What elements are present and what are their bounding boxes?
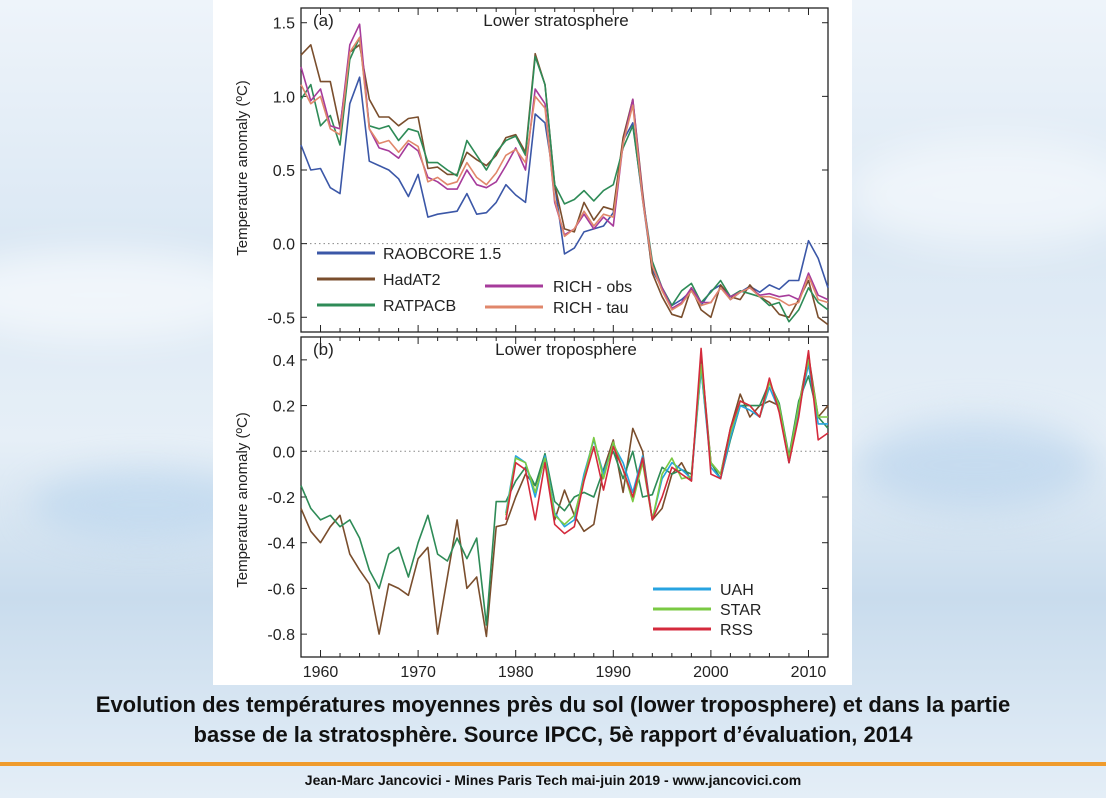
slide-caption: Evolution des températures moyennes près… bbox=[0, 690, 1106, 750]
panel-b-series-uah bbox=[505, 363, 828, 528]
panel-b-series-hadat2 bbox=[300, 354, 829, 638]
panel-a-legend-label-raobcore-1-5: RAOBCORE 1.5 bbox=[383, 246, 501, 263]
panel-b-series-rss bbox=[505, 347, 829, 535]
panel-b-x-tick-label: 2000 bbox=[693, 664, 729, 681]
panel-a-legend-label-hadat2: HadAT2 bbox=[383, 272, 441, 289]
panel-a-series-raobcore-1-5 bbox=[300, 76, 829, 307]
panel-b-x-tick-label: 1970 bbox=[400, 664, 436, 681]
panel-b-legend-label-uah: UAH bbox=[720, 582, 754, 599]
panel-a-y-tick-label: 1.5 bbox=[273, 16, 295, 33]
panel-a-legend-label-rich-obs: RICH - obs bbox=[553, 279, 632, 296]
panel-a-series-ratpacb bbox=[300, 36, 829, 323]
panel-b-y-tick-label: 0.4 bbox=[273, 353, 295, 370]
panel-a-label: (a) bbox=[313, 11, 334, 30]
caption-line-1: Evolution des températures moyennes près… bbox=[95, 692, 1011, 717]
chart-svg: (a) Lower stratosphere Temperature anoma… bbox=[234, 7, 829, 681]
panel-a-y-tick-label: 1.0 bbox=[273, 89, 295, 106]
panel-b-title: Lower troposphere bbox=[495, 340, 637, 359]
ipcc-figure: (a) Lower stratosphere Temperature anoma… bbox=[213, 0, 852, 685]
panel-b-y-tick-label: 0.2 bbox=[273, 399, 295, 416]
panel-b-legend-label-rss: RSS bbox=[720, 622, 753, 639]
slide-footer: Jean-Marc Jancovici - Mines Paris Tech m… bbox=[304, 772, 802, 788]
panel-b-y-tick-label: -0.2 bbox=[267, 490, 295, 507]
panel-a-legend-label-rich-tau: RICH - tau bbox=[553, 300, 629, 317]
caption-line-2: basse de la stratosphère. Source IPCC, 5… bbox=[193, 722, 913, 747]
panel-b-x-tick-label: 2010 bbox=[791, 664, 827, 681]
panel-b-y-tick-label: 0.0 bbox=[273, 444, 295, 461]
panel-b-y-axis-label: Temperature anomaly (ºC) bbox=[234, 412, 251, 588]
panel-a-series-rich-tau bbox=[300, 36, 829, 311]
panel-a-y-tick-label: 0.0 bbox=[273, 237, 295, 254]
panel-a-y-tick-label: 0.5 bbox=[273, 163, 295, 180]
panel-a-y-axis-label: Temperature anomaly (ºC) bbox=[234, 80, 251, 256]
panel-b-y-tick-label: -0.4 bbox=[267, 536, 295, 553]
panel-b-label: (b) bbox=[313, 340, 334, 359]
panel-b-x-tick-label: 1990 bbox=[595, 664, 631, 681]
panel-b-x-tick-label: 1980 bbox=[498, 664, 534, 681]
panel-a-legend-label-ratpacb: RATPACB bbox=[383, 298, 456, 315]
panel-a-series-hadat2 bbox=[300, 44, 829, 326]
panel-b-y-tick-label: -0.8 bbox=[267, 627, 295, 644]
footer-divider bbox=[0, 762, 1106, 766]
panel-b-x-tick-label: 1960 bbox=[303, 664, 339, 681]
panel-b-legend-label-star: STAR bbox=[720, 602, 761, 619]
chart-marks: -0.5 0.0 0.5 1.0 1.5 RAOBCORE 1.5 HadAT2 RATPAC… bbox=[267, 7, 829, 681]
panel-a-y-tick-label: -0.5 bbox=[267, 310, 295, 327]
panel-a-title: Lower stratosphere bbox=[483, 11, 629, 30]
panel-b-y-tick-label: -0.6 bbox=[267, 581, 295, 598]
